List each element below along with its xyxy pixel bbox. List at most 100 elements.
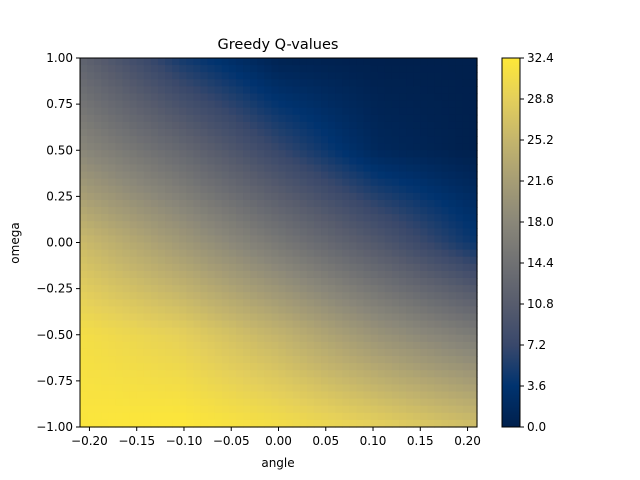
heatmap-cell (469, 377, 478, 386)
heatmap-cell (413, 398, 421, 407)
heatmap-cell (87, 72, 95, 80)
heatmap-cell (228, 391, 237, 400)
heatmap-cell (391, 263, 400, 272)
heatmap-cell (356, 128, 365, 137)
heatmap-cell (384, 341, 393, 350)
heatmap-cell (285, 412, 294, 421)
heatmap-cell (462, 86, 471, 95)
heatmap-cell (80, 363, 88, 371)
heatmap-cell (87, 157, 95, 166)
heatmap-cell (200, 285, 209, 293)
heatmap-cell (413, 58, 421, 66)
heatmap-cell (434, 128, 443, 137)
heatmap-cell (122, 270, 131, 279)
heatmap-cell (285, 313, 294, 322)
heatmap-cell (207, 405, 216, 414)
heatmap-cell (179, 150, 187, 158)
heatmap-cell (179, 207, 187, 215)
heatmap-cell (313, 121, 322, 130)
heatmap-cell (420, 164, 428, 173)
heatmap-cell (235, 270, 244, 279)
heatmap-cell (94, 157, 102, 166)
heatmap-cell (335, 263, 343, 272)
heatmap-cell (406, 79, 414, 87)
heatmap-cell (328, 377, 336, 386)
heatmap-cell (94, 178, 102, 187)
heatmap-cell (108, 114, 117, 123)
heatmap-cell (384, 86, 393, 95)
heatmap-cell (384, 93, 393, 102)
heatmap-cell (434, 320, 443, 329)
heatmap-cell (448, 263, 457, 272)
heatmap-cell (193, 313, 202, 322)
heatmap-cell (193, 207, 202, 215)
heatmap-cell (136, 356, 145, 364)
heatmap-cell (214, 419, 223, 428)
heatmap-cell (292, 221, 301, 229)
heatmap-cell (469, 348, 478, 357)
heatmap-cell (122, 114, 131, 123)
heatmap-cell (306, 398, 315, 407)
heatmap-cell (384, 79, 393, 87)
heatmap-cell (179, 185, 187, 194)
heatmap-cell (469, 398, 478, 407)
heatmap-cell (108, 285, 117, 293)
heatmap-cell (363, 334, 372, 343)
heatmap-cell (370, 72, 379, 80)
heatmap-cell (122, 86, 131, 95)
heatmap-cell (150, 384, 159, 393)
heatmap-cell (441, 341, 450, 350)
heatmap-cell (306, 164, 315, 173)
heatmap-cell (228, 235, 237, 244)
heatmap-cell (313, 363, 322, 371)
heatmap-cell (243, 285, 251, 293)
heatmap-cell (207, 412, 216, 421)
heatmap-cell (356, 192, 365, 201)
heatmap-cell (108, 228, 117, 237)
heatmap-cell (207, 398, 216, 407)
heatmap-cell (172, 185, 180, 194)
heatmap-cell (129, 306, 138, 315)
heatmap-cell (356, 334, 365, 343)
heatmap-cell (363, 114, 372, 123)
heatmap-cell (243, 65, 251, 73)
heatmap-cell (122, 150, 131, 158)
heatmap-cell (200, 207, 209, 215)
heatmap-cell (264, 384, 273, 393)
heatmap-cell (228, 334, 237, 343)
heatmap-cell (363, 214, 372, 222)
heatmap-cell (207, 214, 216, 222)
heatmap-cell (221, 100, 230, 109)
heatmap-cell (342, 306, 350, 315)
heatmap-cell (441, 384, 450, 393)
heatmap-cell (108, 341, 117, 350)
heatmap-cell (292, 171, 301, 180)
heatmap-cell (406, 192, 414, 201)
heatmap-cell (335, 114, 343, 123)
heatmap-cell (221, 178, 230, 187)
heatmap-cell (399, 263, 407, 272)
heatmap-cell (342, 114, 350, 123)
heatmap-cell (278, 157, 287, 166)
heatmap-cell (257, 270, 265, 279)
heatmap-cell (87, 185, 95, 194)
heatmap-cell (413, 72, 421, 80)
heatmap-cell (462, 157, 471, 166)
heatmap-cell (335, 313, 343, 322)
heatmap-cell (278, 256, 287, 265)
heatmap-cell (285, 235, 294, 244)
heatmap-cell (172, 334, 180, 343)
heatmap-cell (172, 164, 180, 173)
heatmap-cell (391, 377, 400, 386)
heatmap-cell (80, 356, 88, 364)
heatmap-cell (87, 377, 95, 386)
heatmap-cell (377, 178, 386, 187)
heatmap-cell (292, 391, 301, 400)
heatmap-cell (172, 356, 180, 364)
heatmap-cell (448, 199, 457, 208)
heatmap-cell (228, 277, 237, 286)
heatmap-cell (384, 100, 393, 109)
heatmap-cell (143, 178, 152, 187)
heatmap-cell (136, 121, 145, 130)
heatmap-cell (391, 348, 400, 357)
